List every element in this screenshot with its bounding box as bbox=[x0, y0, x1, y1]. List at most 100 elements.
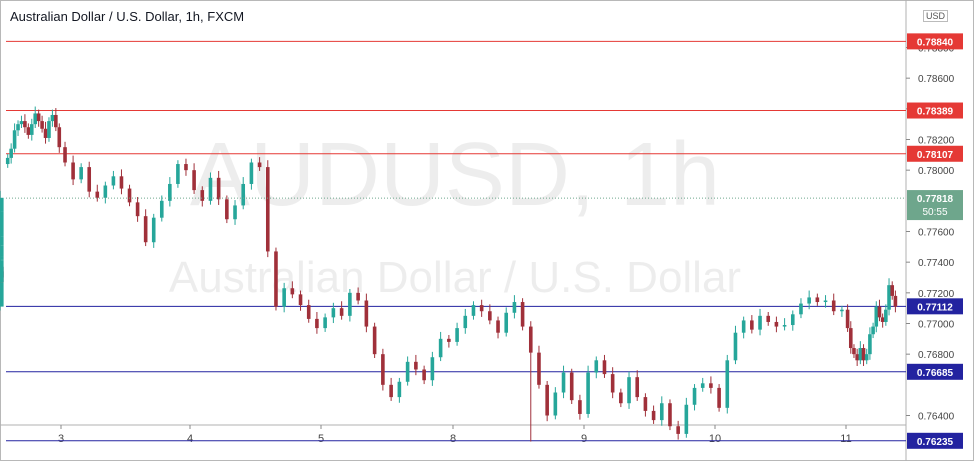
candle-body bbox=[537, 352, 541, 385]
support-level-label: 0.76235 bbox=[917, 437, 954, 448]
candle-countdown: 50:55 bbox=[922, 207, 947, 218]
currency-badge[interactable]: USD bbox=[923, 10, 949, 22]
x-tick-label: 4 bbox=[187, 433, 193, 445]
candle-body bbox=[249, 162, 254, 184]
candle-body bbox=[750, 320, 754, 330]
candle-body bbox=[331, 308, 336, 318]
last-price-label-bg bbox=[907, 190, 963, 221]
candle-body bbox=[692, 387, 697, 405]
resistance-level-label: 0.78389 bbox=[917, 107, 954, 118]
candle-body bbox=[561, 372, 566, 393]
resistance-level-label-bg bbox=[907, 145, 963, 162]
candle-body bbox=[79, 167, 83, 180]
support-level-label-bg bbox=[907, 363, 963, 380]
candle-body bbox=[880, 317, 885, 322]
candle-body bbox=[282, 288, 286, 307]
candle-body bbox=[807, 297, 811, 304]
resistance-level-label-bg bbox=[907, 33, 963, 50]
candle-body bbox=[63, 147, 67, 163]
support-level-label: 0.76685 bbox=[917, 368, 954, 379]
candle-body bbox=[208, 177, 213, 201]
candle-body bbox=[0, 197, 4, 212]
candle-body bbox=[389, 384, 393, 398]
y-tick-label: 0.78200 bbox=[918, 136, 955, 147]
candle-body bbox=[356, 292, 360, 301]
candle-body bbox=[668, 403, 672, 427]
candle-body bbox=[700, 383, 705, 388]
candle-body bbox=[815, 297, 820, 303]
candle-body bbox=[127, 188, 132, 203]
watermark-name: Australian Dollar / U.S. Dollar bbox=[169, 253, 741, 302]
candle-body bbox=[569, 372, 574, 401]
candle-body bbox=[766, 315, 771, 322]
candle-body bbox=[586, 372, 590, 414]
candle-body bbox=[864, 354, 869, 361]
candle-body bbox=[372, 326, 377, 355]
candle-body bbox=[47, 121, 51, 138]
y-tick-label: 0.77600 bbox=[918, 228, 955, 239]
candle-body bbox=[348, 292, 352, 316]
candle-body bbox=[651, 410, 656, 421]
y-tick-label: 0.78000 bbox=[918, 166, 955, 177]
resistance-level-label: 0.78107 bbox=[917, 150, 954, 161]
candle-body bbox=[200, 190, 205, 201]
candle-body bbox=[471, 305, 476, 316]
candle-body bbox=[733, 332, 738, 361]
candle-body bbox=[364, 300, 369, 327]
candle-body bbox=[594, 360, 599, 373]
candle-body bbox=[528, 326, 533, 353]
candle-body bbox=[741, 320, 746, 333]
candle-body bbox=[430, 357, 435, 381]
candle-body bbox=[111, 176, 116, 186]
support-level-label-bg bbox=[907, 432, 963, 449]
candle-body bbox=[602, 360, 607, 375]
candle-body bbox=[33, 113, 38, 125]
candle-body bbox=[71, 162, 75, 180]
candle-body bbox=[0, 300, 4, 307]
candle-body bbox=[774, 321, 779, 327]
candle-body bbox=[578, 400, 582, 414]
candle-body bbox=[323, 317, 327, 329]
resistance-level-label: 0.78840 bbox=[917, 37, 954, 48]
candle-body bbox=[504, 312, 509, 333]
candle-body bbox=[0, 259, 4, 261]
candle-body bbox=[823, 300, 828, 303]
candle-body bbox=[868, 334, 872, 355]
x-tick-label: 5 bbox=[318, 433, 324, 445]
candle-body bbox=[512, 302, 517, 313]
candle-body bbox=[725, 360, 730, 408]
candle-body bbox=[659, 403, 664, 421]
candle-body bbox=[26, 127, 31, 135]
resistance-level-label-bg bbox=[907, 102, 963, 119]
candle-body bbox=[684, 404, 689, 434]
candle-body bbox=[0, 245, 4, 257]
candle-body bbox=[0, 260, 4, 283]
candle-body bbox=[635, 377, 640, 398]
candle-body bbox=[861, 348, 866, 361]
candle-body bbox=[397, 381, 402, 398]
candle-body bbox=[479, 305, 484, 312]
candle-body bbox=[176, 164, 180, 184]
candle-body bbox=[520, 302, 525, 327]
candle-body bbox=[274, 251, 278, 307]
x-tick-label: 11 bbox=[840, 433, 851, 445]
candle-body bbox=[893, 295, 898, 307]
candle-body bbox=[858, 348, 863, 361]
y-tick-label: 0.76400 bbox=[918, 412, 955, 423]
candle-body bbox=[216, 177, 221, 200]
candle-body bbox=[23, 121, 27, 128]
candle-body bbox=[54, 114, 58, 128]
candle-body bbox=[5, 157, 10, 165]
candle-body bbox=[414, 361, 418, 370]
candle-body bbox=[151, 217, 156, 243]
candle-body bbox=[782, 325, 787, 327]
candle-body bbox=[40, 121, 44, 129]
y-tick-label: 0.77400 bbox=[918, 258, 955, 269]
candle-body bbox=[16, 124, 20, 131]
candle-body bbox=[831, 300, 836, 312]
candle-body bbox=[43, 128, 48, 138]
last-price-label: 0.77818 bbox=[917, 194, 954, 205]
candle-body bbox=[241, 183, 246, 206]
candle-body bbox=[225, 199, 229, 220]
